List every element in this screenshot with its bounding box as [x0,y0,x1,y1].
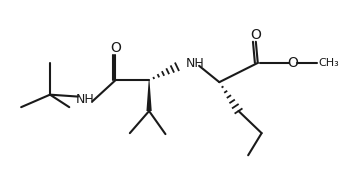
Text: NH: NH [75,93,94,106]
Text: NH: NH [186,57,204,70]
Text: O: O [110,41,121,56]
Text: O: O [251,28,261,42]
Polygon shape [147,80,152,111]
Text: O: O [287,56,298,70]
Text: CH₃: CH₃ [318,58,339,68]
